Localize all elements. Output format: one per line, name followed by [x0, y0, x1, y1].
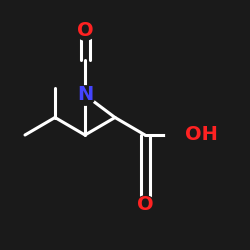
Text: O: O — [137, 196, 153, 214]
Text: OH: OH — [185, 126, 218, 144]
Text: N: N — [77, 86, 93, 104]
Text: O: O — [77, 20, 93, 40]
